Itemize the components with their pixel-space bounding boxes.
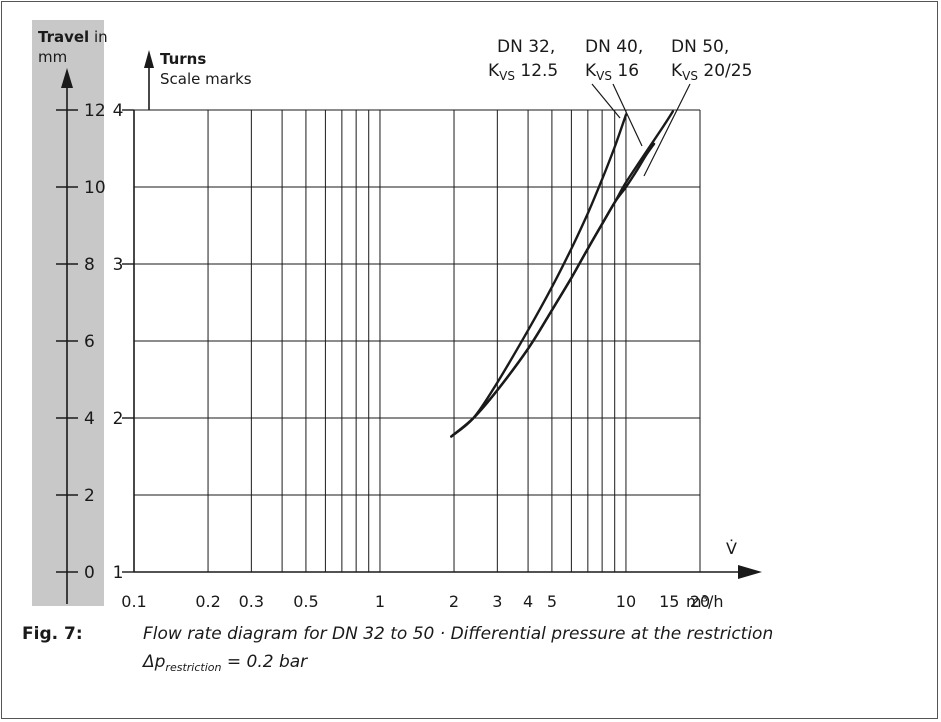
series-label-dn50-kvs: KVS 20/25 (671, 61, 752, 83)
x-axis-label: V̇ (726, 539, 737, 558)
travel-scale-band (32, 20, 104, 606)
series-curve-0 (450, 113, 628, 438)
x-axis-arrow (738, 565, 762, 579)
x-tick-label: 0.3 (239, 592, 264, 610)
series-labels: DN 32, KVS 12.5 DN 40, KVS 16 DN 50, KVS… (488, 37, 752, 177)
series-label-dn40-name: DN 40, (585, 37, 643, 57)
x-tick-label: 15 (659, 592, 679, 610)
grid (133, 109, 701, 573)
series-label-dn32-name: DN 32, (497, 37, 555, 57)
x-tick-label: 1 (375, 592, 385, 610)
turns-tick-group: 1 2 3 4 (113, 101, 134, 583)
x-tick-label: 2 (449, 592, 459, 610)
travel-tick-group: 0 2 4 6 8 10 12 (56, 101, 106, 583)
travel-tick-label: 4 (84, 409, 95, 429)
caption-line-2: Δprestriction = 0.2 bar (143, 652, 308, 674)
series-label-dn50-name: DN 50, (671, 37, 729, 57)
travel-tick-label: 0 (84, 563, 95, 583)
x-tick-label: 0.1 (121, 592, 146, 610)
leader-line-dn50 (643, 83, 691, 177)
x-tick-label: 5 (547, 592, 557, 610)
travel-tick-label: 6 (84, 332, 95, 352)
turns-tick-label: 4 (113, 101, 124, 121)
turns-axis-label: Turns (160, 50, 206, 68)
travel-axis-unit: mm (38, 48, 67, 66)
caption-line-1: Flow rate diagram for DN 32 to 50 · Diff… (143, 624, 774, 644)
travel-tick-label: 2 (84, 486, 95, 506)
turns-axis-sublabel: Scale marks (160, 70, 252, 88)
x-tick-label: 3 (492, 592, 502, 610)
turns-tick-label: 3 (113, 255, 124, 275)
leader-line-dn40 (612, 83, 643, 147)
figure-number: Fig. 7: (22, 624, 83, 644)
x-axis-unit: m³/h (686, 592, 724, 610)
turns-tick-label: 2 (113, 409, 124, 429)
travel-tick-label: 10 (84, 178, 106, 198)
series-label-dn32-kvs: KVS 12.5 (488, 61, 558, 83)
x-tick-label: 10 (616, 592, 636, 610)
travel-axis-label: Travel in (38, 28, 108, 46)
turns-tick-label: 1 (113, 563, 124, 583)
turns-axis-arrow (144, 50, 154, 68)
x-tick-label: 4 (523, 592, 533, 610)
series-label-dn40-kvs: KVS 16 (585, 61, 639, 83)
x-tick-label: 0.2 (195, 592, 220, 610)
curve-group (450, 110, 674, 438)
travel-axis-arrow (61, 68, 73, 88)
series-curve-2 (450, 110, 674, 438)
x-tick-label: 0.5 (293, 592, 318, 610)
x-tick-group: 0.1 0.2 0.3 0.5 1 2 3 4 5 10 15 20 (121, 592, 710, 610)
leader-line-dn32 (591, 83, 621, 119)
travel-tick-label: 12 (84, 101, 106, 121)
x-tick-label: 20 (690, 592, 710, 610)
travel-tick-label: 8 (84, 255, 95, 275)
